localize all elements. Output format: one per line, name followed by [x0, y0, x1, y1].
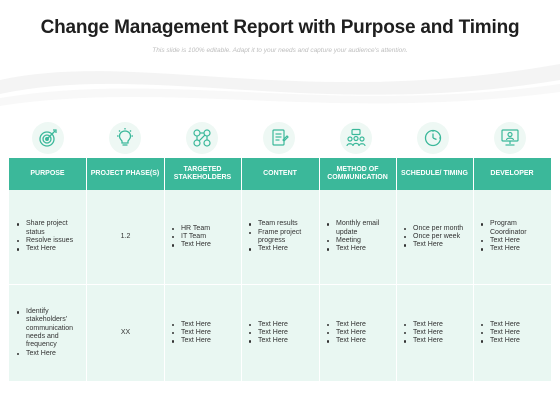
table-cell-method: Monthly email update Meeting Text Here	[319, 190, 396, 284]
phase-value: 1.2	[120, 232, 131, 240]
developer-computer-icon	[493, 122, 526, 154]
list-item: Text Here	[479, 237, 546, 245]
table-cell-purpose: Identify stakeholders' communication nee…	[9, 285, 86, 381]
table-cell-developer: Program Coordinator Text Here Text Here	[473, 190, 551, 284]
header-targeted-stakeholders: TARGETED STAKEHOLDERS	[173, 165, 232, 182]
list-item: Text Here	[15, 245, 81, 253]
list-item: Text Here	[247, 321, 288, 329]
table-cell-phase: XX	[86, 285, 164, 381]
stakeholders-icon-cell	[163, 120, 240, 156]
table-cell-schedule: Text Here Text Here Text Here	[396, 285, 473, 381]
list-item: IT Team	[170, 233, 211, 241]
list-item: Text Here	[247, 245, 314, 253]
list-item: HR Team	[170, 225, 211, 233]
list-item: Text Here	[402, 337, 443, 345]
list-item: Text Here	[325, 245, 391, 253]
icon-row	[9, 120, 551, 156]
list-item: Text Here	[402, 321, 443, 329]
list-item: Text Here	[479, 337, 520, 345]
list-item: Team results	[247, 220, 314, 228]
list-item: Text Here	[479, 321, 520, 329]
column-divider	[241, 158, 242, 381]
table-cell-method: Text Here Text Here Text Here	[319, 285, 396, 381]
list-item: Text Here	[325, 321, 366, 329]
list-item: Text Here	[479, 245, 546, 253]
column-divider	[164, 158, 165, 381]
list-item: Frame project progress	[247, 229, 314, 246]
table-cell-stakeholders: Text Here Text Here Text Here	[164, 285, 241, 381]
table-cell-developer: Text Here Text Here Text Here	[473, 285, 551, 381]
list-item: Monthly email update	[325, 220, 391, 237]
list-item: Text Here	[247, 337, 288, 345]
content-icon-cell	[240, 120, 317, 156]
list-item: Text Here	[479, 329, 520, 337]
phase-value: XX	[120, 328, 131, 336]
method-icon-cell	[317, 120, 394, 156]
table-cell-content: Text Here Text Here Text Here	[241, 285, 319, 381]
header-purpose: PURPOSE	[30, 169, 65, 177]
list-item: Text Here	[247, 329, 288, 337]
list-item: Once per week	[402, 233, 463, 241]
list-item: Text Here	[402, 241, 463, 249]
table-cell-purpose: Share project status Resolve issues Text…	[9, 190, 86, 284]
header-schedule-timing: SCHEDULE/ TIMING	[401, 169, 468, 177]
page-subtitle: This slide is 100% editable. Adapt it to…	[152, 47, 408, 54]
list-item: Text Here	[402, 329, 443, 337]
list-item: Once per month	[402, 225, 463, 233]
clock-schedule-icon	[416, 122, 449, 154]
schedule-icon-cell	[394, 120, 471, 156]
list-item: Text Here	[170, 321, 211, 329]
column-divider	[86, 158, 87, 381]
list-item: Text Here	[325, 329, 366, 337]
table-header-row: PURPOSE PROJECT PHASE(S) TARGETED STAKEH…	[9, 158, 551, 190]
list-item: Share project status	[15, 220, 81, 237]
table-cell-content: Team results Frame project progress Text…	[241, 190, 319, 284]
list-item: Text Here	[170, 337, 211, 345]
developer-icon-cell	[471, 120, 548, 156]
table-cell-phase: 1.2	[86, 190, 164, 284]
list-item: Text Here	[170, 241, 211, 249]
table-cell-schedule: Once per month Once per week Text Here	[396, 190, 473, 284]
header-content: CONTENT	[263, 169, 297, 177]
list-item: Identify stakeholders' communication nee…	[15, 308, 81, 349]
target-goal-icon	[31, 122, 64, 154]
list-item: Meeting	[325, 237, 391, 245]
phase-icon-cell	[86, 120, 163, 156]
header-project-phases: PROJECT PHASE(S)	[90, 169, 160, 177]
header-method-of-communication: METHOD OF COMMUNICATION	[327, 165, 388, 182]
document-content-icon	[262, 122, 295, 154]
list-item: Text Here	[325, 337, 366, 345]
list-item: Text Here	[15, 350, 81, 358]
report-table: PURPOSE PROJECT PHASE(S) TARGETED STAKEH…	[9, 158, 551, 381]
list-item: Resolve issues	[15, 237, 81, 245]
background-swoosh	[0, 64, 560, 106]
column-divider	[396, 158, 397, 381]
lightbulb-idea-icon	[108, 122, 141, 154]
row-divider	[9, 284, 551, 285]
people-network-icon	[185, 122, 218, 154]
purpose-icon-cell	[9, 120, 86, 156]
header-developer: DEVELOPER	[490, 169, 534, 177]
communication-meeting-icon	[339, 122, 372, 154]
table-cell-stakeholders: HR Team IT Team Text Here	[164, 190, 241, 284]
column-divider	[319, 158, 320, 381]
page-title: Change Management Report with Purpose an…	[40, 17, 520, 38]
list-item: Program Coordinator	[479, 220, 546, 237]
list-item: Text Here	[170, 329, 211, 337]
column-divider	[473, 158, 474, 381]
